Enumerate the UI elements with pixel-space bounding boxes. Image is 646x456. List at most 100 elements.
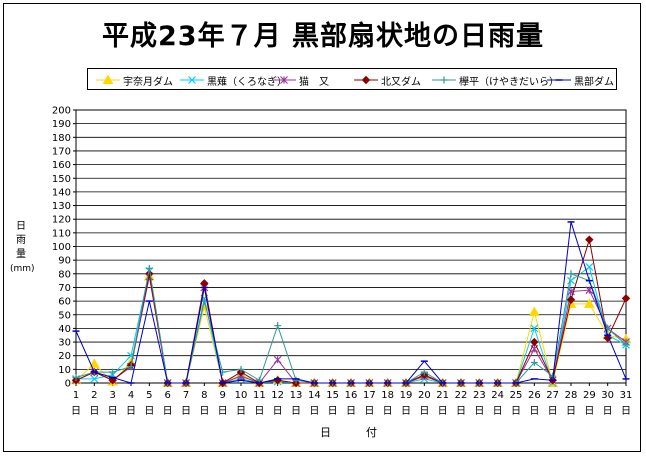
y-axis-label-line: 量: [16, 249, 26, 260]
legend-label: 宇奈月ダム: [123, 76, 173, 88]
x-tick-label: 7: [183, 390, 189, 401]
y-tick-label: 80: [58, 269, 71, 280]
legend-label: 黒部ダム: [574, 76, 614, 88]
x-tick-unit: 日: [328, 406, 338, 417]
x-tick-label: 25: [510, 390, 523, 401]
y-axis-label: 日雨量 (mm): [10, 220, 35, 276]
x-tick-label: 30: [601, 390, 614, 401]
legend-marker: [361, 75, 371, 85]
legend-label: 北又ダム: [381, 76, 421, 88]
x-tick-label: 3: [109, 390, 115, 401]
y-tick-label: 200: [52, 106, 71, 117]
x-tick-label: 8: [201, 390, 207, 401]
x-tick-unit: 日: [493, 406, 503, 417]
y-tick-label: 150: [52, 174, 71, 185]
y-tick-label: 100: [52, 242, 71, 253]
legend-item: 猫 又: [272, 72, 329, 88]
series-6: [72, 221, 630, 384]
y-axis-label-line: 雨: [16, 235, 26, 246]
x-tick-label: 14: [308, 390, 321, 401]
legend-label: 黒薙（くろなぎ）: [207, 76, 287, 88]
x-tick-unit: 日: [71, 406, 81, 417]
legend-marker: [440, 76, 448, 84]
x-tick-unit: 日: [383, 406, 393, 417]
y-tick-label: 140: [52, 187, 71, 198]
x-tick-unit: 日: [291, 406, 301, 417]
y-tick-label: 190: [52, 119, 71, 130]
x-tick-unit: 日: [126, 406, 136, 417]
x-tick-unit: 日: [603, 406, 613, 417]
y-tick-label: 70: [58, 283, 71, 294]
y-tick-label: 60: [58, 297, 71, 308]
x-tick-unit: 日: [621, 406, 631, 417]
x-tick-unit: 日: [89, 406, 99, 417]
x-tick-unit: 日: [199, 406, 209, 417]
x-tick-unit: 日: [584, 406, 594, 417]
x-tick-unit: 日: [108, 406, 118, 417]
y-tick-label: 170: [52, 146, 71, 157]
legend-label: 猫 又: [299, 76, 329, 88]
x-tick-label: 4: [128, 390, 134, 401]
data-point: [109, 368, 117, 376]
x-tick-unit: 日: [273, 406, 283, 417]
legend-swatch: [354, 75, 378, 85]
x-tick-label: 21: [436, 390, 449, 401]
y-tick-label: 50: [58, 310, 71, 321]
x-tick-unit: 日: [236, 406, 246, 417]
data-point: [621, 294, 631, 303]
legend-swatch: [180, 76, 204, 84]
x-tick-label: 20: [418, 390, 431, 401]
legend-item: 宇奈月ダム: [96, 72, 173, 88]
x-tick-unit: 日: [346, 406, 356, 417]
legend-marker: [102, 74, 114, 84]
x-tick-unit: 日: [144, 406, 154, 417]
x-tick-unit: 日: [309, 406, 319, 417]
legend: 宇奈月ダム 黒薙（くろなぎ） 猫 又 北又ダム 欅平（けやきだいら） 黒部ダム: [87, 68, 617, 90]
x-tick-label: 1: [73, 390, 79, 401]
data-point: [566, 295, 576, 304]
x-tick-unit: 日: [181, 406, 191, 417]
x-tick-unit: 日: [456, 406, 466, 417]
x-tick-label: 18: [381, 390, 394, 401]
x-tick-label: 13: [290, 390, 303, 401]
legend-marker: [188, 76, 196, 84]
chart-title: 平成23年７月 黒部扇状地の日雨量: [102, 21, 544, 52]
legend-swatch: [432, 76, 456, 84]
data-point: [530, 359, 538, 367]
x-tick-label: 5: [146, 390, 152, 401]
x-tick-label: 10: [235, 390, 248, 401]
y-tick-label: 160: [52, 160, 71, 171]
y-tick-label: 10: [58, 365, 71, 376]
y-tick-label: 130: [52, 201, 71, 212]
x-tick-unit: 日: [438, 406, 448, 417]
data-point: [567, 276, 575, 285]
data-point: [273, 355, 282, 364]
x-tick-unit: 日: [474, 406, 484, 417]
y-tick-label: 20: [58, 351, 71, 362]
data-point: [127, 363, 135, 371]
data-point: [274, 322, 282, 330]
x-tick-label: 29: [583, 390, 596, 401]
x-tick-unit: 日: [511, 406, 521, 417]
y-axis-label-line: (mm): [10, 264, 35, 274]
legend-swatch: [547, 79, 571, 81]
data-point: [585, 235, 594, 244]
data-point: [72, 374, 80, 382]
y-tick-label: 0: [65, 379, 71, 390]
data-point: [530, 324, 539, 333]
x-tick-label: 17: [363, 390, 376, 401]
x-tick-unit: 日: [548, 406, 558, 417]
data-point: [567, 270, 575, 278]
x-tick-label: 11: [253, 390, 266, 401]
data-point: [237, 365, 245, 373]
data-point: [145, 264, 153, 272]
x-tick-label: 6: [164, 390, 170, 401]
data-point: [528, 306, 540, 317]
y-axis-label-line: 日: [16, 221, 26, 232]
legend-item: 北又ダム: [354, 72, 421, 88]
y-tick-label: 90: [58, 256, 71, 267]
legend-label: 欅平（けやきだいら）: [459, 76, 559, 88]
x-tick-label: 27: [546, 390, 559, 401]
legend-item: 欅平（けやきだいら）: [432, 72, 559, 88]
